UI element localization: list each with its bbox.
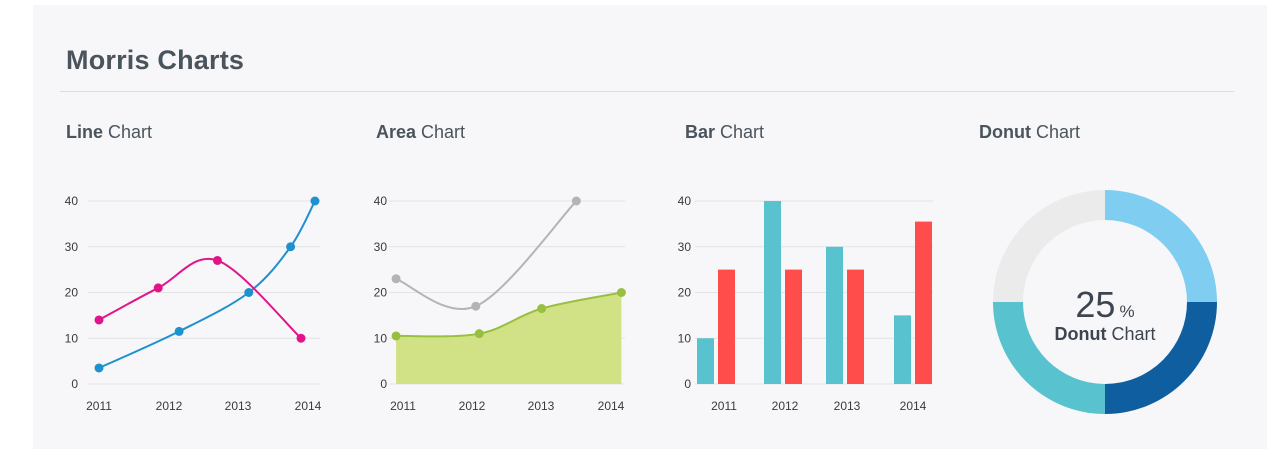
y-tick-label: 30	[374, 240, 388, 254]
line-heading-rest: Chart	[103, 122, 153, 142]
line-point	[296, 333, 306, 343]
x-tick-label: 2011	[86, 399, 112, 413]
line-point	[174, 326, 184, 336]
donut-heading-rest: Chart	[1030, 122, 1081, 142]
area-point	[537, 304, 547, 314]
x-tick-label: 2014	[295, 399, 322, 413]
bar-2013-series-0	[826, 246, 843, 384]
x-tick-label: 2014	[900, 399, 927, 413]
area-point	[391, 274, 401, 284]
donut-slice-3	[993, 190, 1105, 302]
y-tick-label: 40	[678, 194, 692, 208]
donut-center-label: Donut Chart	[1054, 324, 1155, 344]
donut-value-number: 25	[1075, 284, 1115, 325]
x-tick-label: 2012	[772, 399, 799, 413]
donut-slice-0	[1105, 190, 1217, 302]
y-tick-label: 10	[678, 331, 692, 345]
bar-heading-rest: Chart	[715, 122, 765, 142]
x-tick-label: 2011	[390, 399, 416, 413]
line-point	[153, 283, 163, 293]
donut-label-bold: Donut	[1054, 324, 1106, 344]
x-tick-label: 2012	[459, 399, 486, 413]
bar-chart-heading: Bar Chart	[685, 122, 764, 143]
x-tick-label: 2013	[528, 399, 555, 413]
donut-heading-bold: Donut	[979, 122, 1031, 142]
title-divider	[60, 91, 1234, 92]
line-point	[286, 242, 296, 252]
bar-2013-series-1	[847, 269, 864, 384]
line-point	[94, 363, 104, 373]
donut-center-value: 25%	[1075, 284, 1134, 325]
line-series-0	[98, 200, 316, 369]
area-fill	[396, 292, 622, 384]
x-tick-label: 2011	[711, 399, 737, 413]
area-point	[471, 301, 481, 311]
donut-slice-2	[993, 302, 1105, 414]
bar-2012-series-0	[764, 201, 781, 384]
x-tick-label: 2013	[834, 399, 861, 413]
area-chart-heading: Area Chart	[376, 122, 465, 143]
y-tick-label: 30	[65, 240, 79, 254]
area-series-1	[396, 291, 622, 338]
line-chart-heading: Line Chart	[66, 122, 152, 143]
area-point	[474, 329, 484, 339]
area-point	[616, 288, 626, 297]
y-tick-label: 10	[374, 331, 388, 345]
chart-line-axes: 0 10 20 30 40 2011 2012 2013 2014	[65, 194, 322, 413]
y-tick-label: 10	[65, 331, 79, 345]
donut-label-rest: Chart	[1106, 324, 1155, 344]
bar-2014-series-0	[894, 315, 911, 384]
donut-slice-1	[1105, 302, 1217, 414]
y-tick-label: 0	[71, 377, 78, 391]
area-point	[391, 331, 401, 341]
line-point	[310, 196, 320, 206]
y-tick-label: 40	[374, 194, 388, 208]
bar-2011-series-1	[718, 269, 735, 384]
bar-heading-bold: Bar	[685, 122, 716, 142]
y-tick-label: 30	[678, 240, 692, 254]
y-tick-label: 40	[65, 194, 79, 208]
y-tick-label: 0	[684, 377, 691, 391]
y-tick-label: 20	[374, 286, 388, 300]
area-heading-bold: Area	[376, 122, 417, 142]
line-point	[94, 315, 104, 325]
donut-value-unit: %	[1119, 302, 1134, 321]
y-tick-label: 20	[678, 286, 692, 300]
page-title: Morris Charts	[66, 45, 245, 75]
x-tick-label: 2012	[156, 399, 183, 413]
line-heading-bold: Line	[66, 122, 104, 142]
line-series-1	[98, 257, 302, 339]
area-heading-rest: Chart	[416, 122, 466, 142]
bar-2014-series-1	[915, 221, 932, 384]
x-tick-label: 2013	[225, 399, 252, 413]
y-tick-label: 0	[380, 377, 387, 391]
line-point	[244, 288, 254, 297]
y-tick-label: 20	[65, 286, 79, 300]
area-point	[571, 196, 581, 206]
donut-chart-heading: Donut Chart	[979, 122, 1080, 143]
x-tick-label: 2014	[598, 399, 625, 413]
bar-2011-series-0	[697, 338, 714, 384]
bar-2012-series-1	[785, 269, 802, 384]
line-point	[212, 255, 222, 265]
